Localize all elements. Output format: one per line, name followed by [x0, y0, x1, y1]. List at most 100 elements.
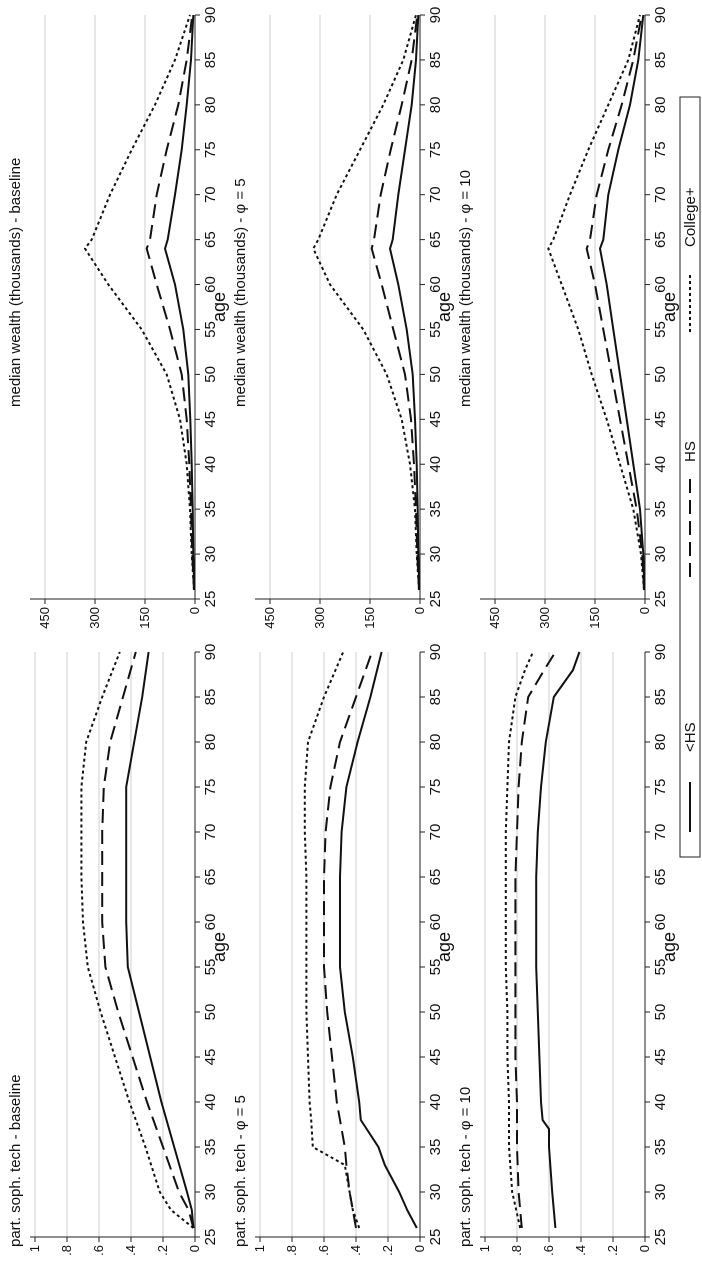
x-tick-label: 60: [427, 914, 444, 931]
y-tick-label: .4: [348, 1245, 363, 1256]
legend: <HS HS College+: [679, 96, 701, 858]
y-tick-label: 150: [137, 607, 152, 629]
x-tick-label: 75: [652, 779, 669, 796]
x-tick-label: 80: [427, 734, 444, 751]
y-tick-label: 150: [362, 607, 377, 629]
x-tick-label: 40: [652, 456, 669, 473]
panel-title: part. soph. tech - baseline: [7, 1074, 24, 1247]
series-line-less-hs: [599, 14, 646, 591]
series-line-college: [504, 651, 534, 1229]
x-tick-label: 50: [427, 1004, 444, 1021]
x-tick-label: 25: [202, 591, 219, 608]
x-tick-label: 80: [652, 97, 669, 114]
series-line-college: [84, 14, 195, 591]
panel-median-wealth-phi10: median wealth (thousands) - φ = 10 age 0…: [457, 7, 679, 629]
x-tick-label: 25: [427, 1229, 444, 1246]
y-tick-label: .8: [509, 1245, 524, 1256]
series-line-hs: [145, 14, 195, 591]
x-tick-label: 65: [202, 869, 219, 886]
x-tick-label: 75: [652, 141, 669, 158]
series-line-less-hs: [125, 651, 195, 1229]
x-tick-label: 85: [202, 689, 219, 706]
x-tick-label: 55: [202, 321, 219, 338]
x-tick-label: 90: [202, 644, 219, 661]
x-axis-label: age: [209, 932, 229, 962]
x-tick-label: 40: [202, 456, 219, 473]
x-tick-label: 30: [427, 1184, 444, 1201]
x-axis-label: age: [209, 292, 229, 322]
panel-title: median wealth (thousands) - φ = 10: [457, 170, 474, 407]
y-tick-label: 450: [262, 607, 277, 629]
x-tick-label: 90: [202, 7, 219, 24]
panel-part-soph-tech-baseline: part. soph. tech - baseline age 0 .2 .4 .6.…: [7, 644, 229, 1256]
x-tick-label: 85: [427, 52, 444, 69]
y-tick-label: .2: [605, 1245, 620, 1256]
y-tick-label: 1: [477, 1245, 492, 1252]
x-tick-label: 30: [427, 546, 444, 563]
x-axis-label: age: [434, 292, 454, 322]
x-tick-label: 30: [202, 1184, 219, 1201]
x-tick-label: 75: [427, 779, 444, 796]
y-tick-label: .6: [316, 1245, 331, 1256]
x-tick-label: 35: [427, 501, 444, 518]
y-tick-label: .8: [59, 1245, 74, 1256]
x-tick-label: 35: [202, 1139, 219, 1156]
x-tick-label: 45: [652, 411, 669, 428]
series-line-college: [547, 14, 645, 591]
y-tick-label: 300: [537, 607, 552, 629]
x-tick-label: 50: [202, 1004, 219, 1021]
x-tick-label: 85: [427, 689, 444, 706]
x-tick-label: 60: [652, 276, 669, 293]
y-tick-label: .2: [155, 1245, 170, 1256]
x-tick-label: 50: [202, 366, 219, 383]
x-tick-label: 50: [652, 1004, 669, 1021]
x-tick-label: 50: [427, 366, 444, 383]
x-tick-label: 30: [652, 546, 669, 563]
x-tick-label: 80: [652, 734, 669, 751]
x-axis-label: age: [659, 292, 679, 322]
x-tick-label: 75: [202, 141, 219, 158]
x-tick-label: 30: [202, 546, 219, 563]
x-tick-label: 35: [652, 1139, 669, 1156]
x-tick-label: 70: [202, 824, 219, 841]
x-tick-label: 45: [427, 1049, 444, 1066]
legend-label-college: College+: [682, 187, 699, 247]
x-tick-label: 40: [427, 1094, 444, 1111]
y-tick-label: 0: [187, 607, 202, 614]
series-line-college: [80, 651, 195, 1229]
x-tick-label: 55: [427, 321, 444, 338]
series-line-hs: [101, 651, 195, 1229]
series-line-less-hs: [164, 14, 196, 591]
y-tick-label: 1: [27, 1245, 42, 1252]
y-tick-label: 450: [37, 607, 52, 629]
x-tick-label: 70: [652, 824, 669, 841]
y-tick-label: 150: [587, 607, 602, 629]
x-tick-label: 65: [202, 231, 219, 248]
x-tick-label: 80: [202, 734, 219, 751]
x-tick-label: 85: [652, 689, 669, 706]
x-tick-label: 60: [202, 914, 219, 931]
x-tick-label: 65: [427, 231, 444, 248]
series-line-hs: [514, 651, 557, 1229]
x-tick-label: 70: [202, 186, 219, 203]
y-tick-label: 300: [312, 607, 327, 629]
x-axis-label: age: [659, 932, 679, 962]
series-line-hs: [585, 14, 645, 591]
x-tick-label: 55: [652, 321, 669, 338]
x-tick-label: 70: [427, 186, 444, 203]
x-tick-label: 75: [427, 141, 444, 158]
x-tick-label: 40: [202, 1094, 219, 1111]
x-tick-label: 25: [202, 1229, 219, 1246]
x-tick-label: 80: [202, 97, 219, 114]
series-line-less-hs: [389, 14, 421, 591]
y-tick-label: 0: [637, 607, 652, 614]
x-tick-label: 50: [652, 366, 669, 383]
panel-median-wealth-phi5: median wealth (thousands) - φ = 5 age 0 1…: [232, 7, 454, 629]
x-tick-label: 35: [202, 501, 219, 518]
legend-label-hs: HS: [682, 441, 699, 462]
series-line-hs: [323, 651, 373, 1229]
x-tick-label: 35: [652, 501, 669, 518]
x-tick-label: 40: [427, 456, 444, 473]
